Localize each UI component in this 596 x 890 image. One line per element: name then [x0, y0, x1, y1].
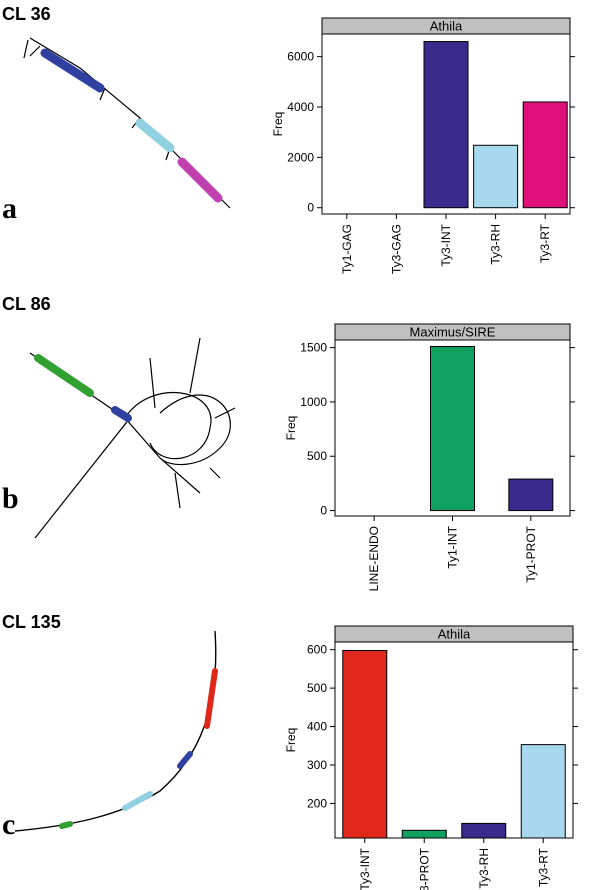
- cluster-label: CL 36: [2, 4, 51, 24]
- graph-segment: [177, 157, 223, 203]
- y-tick-label: 1500: [300, 341, 327, 355]
- graph-segment: [40, 48, 105, 93]
- bar: [342, 649, 388, 839]
- y-tick-label: 200: [307, 796, 327, 810]
- graph-segment: [204, 668, 218, 729]
- x-tick-label: Ty3-INT: [358, 847, 372, 890]
- y-tick-label: 1000: [300, 395, 327, 409]
- y-tick-label: 400: [307, 720, 327, 734]
- y-axis-label: Freq: [284, 728, 298, 753]
- plot-frame: [334, 641, 574, 839]
- cluster-graph-b: [29, 337, 236, 539]
- cluster-graph-c: [14, 630, 218, 832]
- graph-segment: [111, 406, 132, 422]
- x-tick-label: Ty3-RH: [489, 224, 503, 265]
- x-tick-label: Ty3-INT: [439, 223, 453, 266]
- panel-a: CL 36 a Athila Ty1-GAG Ty3-GAG Ty3-INT Ty3-R…: [0, 0, 596, 290]
- chart-title: Athila: [430, 19, 463, 34]
- x-tick-label: Ty3-RH: [477, 848, 491, 889]
- graph-segment: [135, 118, 175, 153]
- y-axis-label: Freq: [271, 112, 285, 137]
- graph-segments: [34, 354, 132, 422]
- graph-segment: [59, 821, 73, 829]
- x-tick-label: LINE-ENDO: [367, 526, 381, 591]
- y-tick-label: 6000: [287, 50, 314, 64]
- panel-b: CL 86 b Maximus/SIRE LINE-ENDO Ty1-INT Ty1-…: [0, 290, 596, 591]
- bar: [430, 346, 475, 512]
- bar: [520, 744, 566, 839]
- bar: [423, 41, 469, 209]
- x-tick-label: Ty1-PROT: [524, 525, 538, 582]
- panel-letter: a: [2, 192, 17, 225]
- cluster-graph-a: [23, 37, 231, 209]
- y-tick-label: 600: [307, 643, 327, 657]
- y-tick-label: 0: [320, 504, 327, 518]
- panel-letter: c: [2, 808, 16, 841]
- y-tick-label: 2000: [287, 150, 314, 164]
- x-tick-label: Ty3-PROT: [417, 847, 431, 890]
- bar: [401, 829, 447, 839]
- panel-c: CL 135 c Athila Ty3-INT Ty3-PROT Ty3-RH Ty3-…: [0, 590, 596, 890]
- graph-segments: [40, 48, 223, 203]
- graph-segments: [59, 668, 218, 829]
- y-tick-label: 0: [307, 201, 314, 215]
- graph-segment: [177, 751, 193, 769]
- bar: [508, 478, 554, 512]
- graph-edges: [14, 630, 217, 832]
- x-tick-label: Ty3-RT: [536, 847, 550, 887]
- panel-letter: b: [2, 482, 19, 515]
- chart-title: Maximus/SIRE: [410, 325, 496, 340]
- y-axis-label: Freq: [284, 416, 298, 441]
- bar: [461, 822, 507, 839]
- chart-title: Athila: [438, 627, 471, 642]
- y-tick-label: 4000: [287, 100, 314, 114]
- y-tick-label: 300: [307, 758, 327, 772]
- x-tick-label: Ty3-GAG: [389, 224, 403, 274]
- bar-chart-athila-2: Athila Ty3-INT Ty3-PROT Ty3-RH Ty3-RT 200 300 4…: [284, 625, 578, 890]
- graph-segment: [34, 354, 94, 397]
- y-tick-label: 500: [307, 449, 327, 463]
- x-tick-label: Ty3-RT: [538, 223, 552, 263]
- graph-edges: [29, 337, 236, 539]
- cluster-label: CL 86: [2, 294, 51, 314]
- graph-segment: [122, 791, 153, 811]
- bar: [473, 144, 519, 209]
- cluster-label: CL 135: [2, 612, 61, 632]
- bar: [522, 101, 568, 209]
- x-tick-label: Ty1-INT: [446, 525, 460, 568]
- x-tick-label: Ty1-GAG: [340, 224, 354, 274]
- y-tick-label: 500: [307, 681, 327, 695]
- bar-chart-maximus-sire: Maximus/SIRE LINE-ENDO Ty1-INT Ty1-PROT 0 500…: [284, 323, 575, 591]
- bar-chart-athila-1: Athila Ty1-GAG Ty3-GAG Ty3-INT Ty3-RH Ty3-RT 0…: [271, 17, 575, 274]
